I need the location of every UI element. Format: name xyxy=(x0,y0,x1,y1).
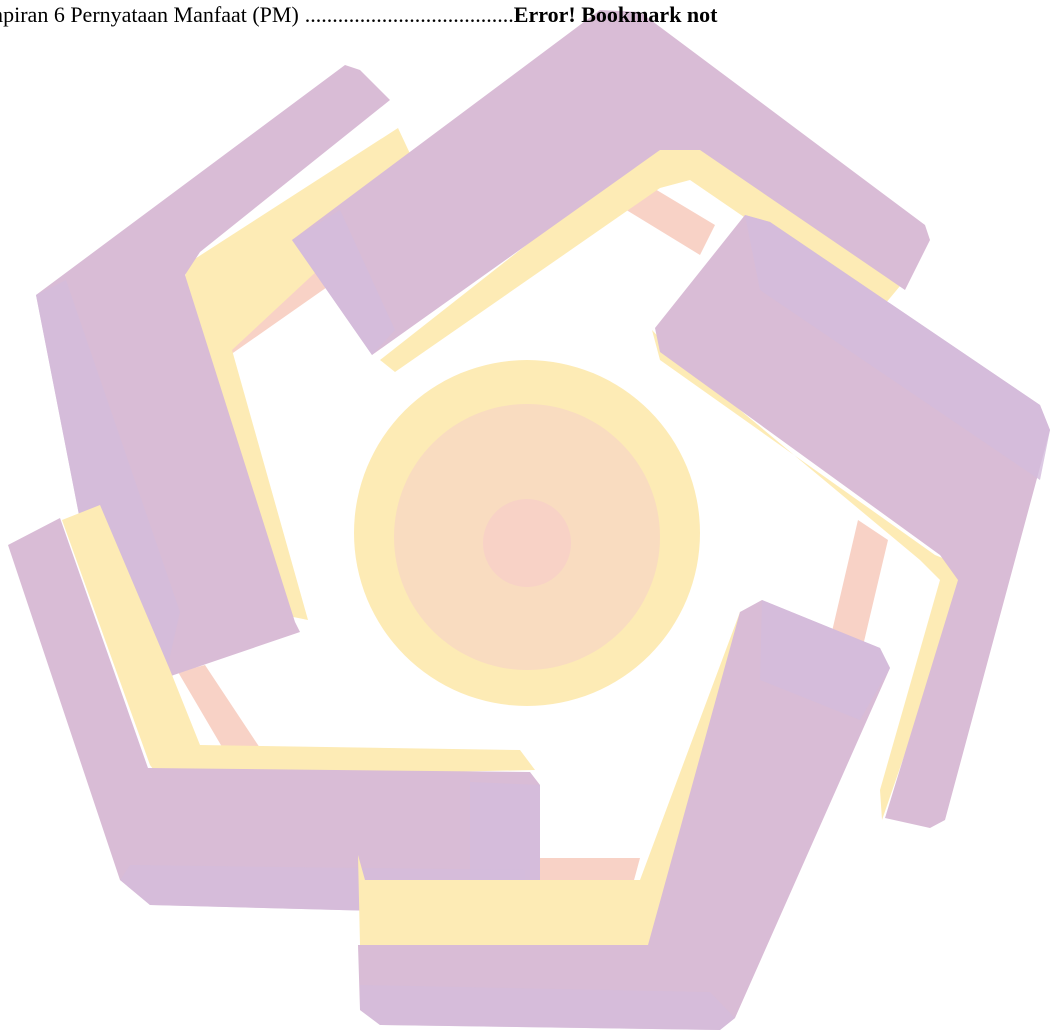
logo-arm-top-right xyxy=(292,10,930,372)
toc-entry-label: mpiran 6 Pernyataan Manfaat (PM) xyxy=(0,2,299,27)
toc-entry-leader: ...................................... xyxy=(304,2,514,27)
logo-arm-top-left xyxy=(36,65,420,678)
logo-arm-bottom xyxy=(358,600,890,1030)
toc-entry-page-ref: Error! Bookmark not xyxy=(513,2,718,27)
toc-entry: mpiran 6 Pernyataan Manfaat (PM) .......… xyxy=(0,2,718,28)
logo-arm-bottom-left xyxy=(8,505,540,915)
logo-center-disc xyxy=(354,360,700,706)
logo-arm-right xyxy=(652,215,1050,828)
logo-inner-accents xyxy=(178,180,888,895)
